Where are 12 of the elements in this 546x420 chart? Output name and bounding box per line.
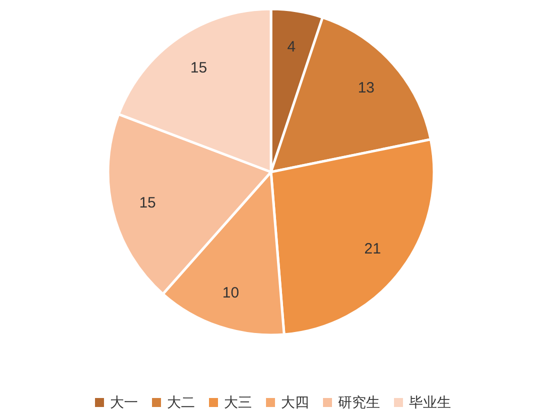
legend-label: 大三 — [224, 394, 252, 410]
legend-label: 大四 — [281, 394, 309, 410]
legend-label: 毕业生 — [409, 394, 451, 410]
data-label: 15 — [190, 59, 208, 76]
legend-label: 研究生 — [338, 394, 380, 410]
data-label: 13 — [358, 80, 375, 97]
legend-label: 大二 — [167, 394, 195, 410]
data-label: 4 — [287, 38, 296, 56]
data-label: 21 — [364, 240, 381, 258]
data-label: 10 — [222, 284, 240, 302]
legend-label: 大一 — [110, 394, 138, 410]
data-label: 15 — [139, 194, 156, 212]
